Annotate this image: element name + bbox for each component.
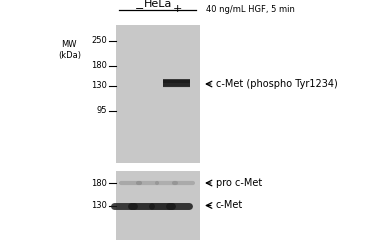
Text: c-Met: c-Met — [216, 200, 243, 210]
Text: 130: 130 — [91, 81, 107, 90]
Text: pro c-Met: pro c-Met — [216, 178, 262, 188]
Bar — [116, 171, 200, 240]
Text: 180: 180 — [91, 178, 107, 188]
Text: 180: 180 — [91, 61, 107, 70]
Text: −: − — [134, 4, 144, 14]
Text: 40 ng/mL HGF, 5 min: 40 ng/mL HGF, 5 min — [206, 5, 295, 14]
Text: 250: 250 — [91, 36, 107, 45]
Text: MW
(kDa): MW (kDa) — [58, 40, 81, 60]
Text: +: + — [172, 4, 182, 14]
Text: 130: 130 — [91, 201, 107, 210]
Bar — [116, 25, 200, 162]
Text: 95: 95 — [96, 106, 107, 115]
Text: c-Met (phospho Tyr1234): c-Met (phospho Tyr1234) — [216, 79, 337, 89]
Text: HeLa: HeLa — [144, 0, 172, 9]
